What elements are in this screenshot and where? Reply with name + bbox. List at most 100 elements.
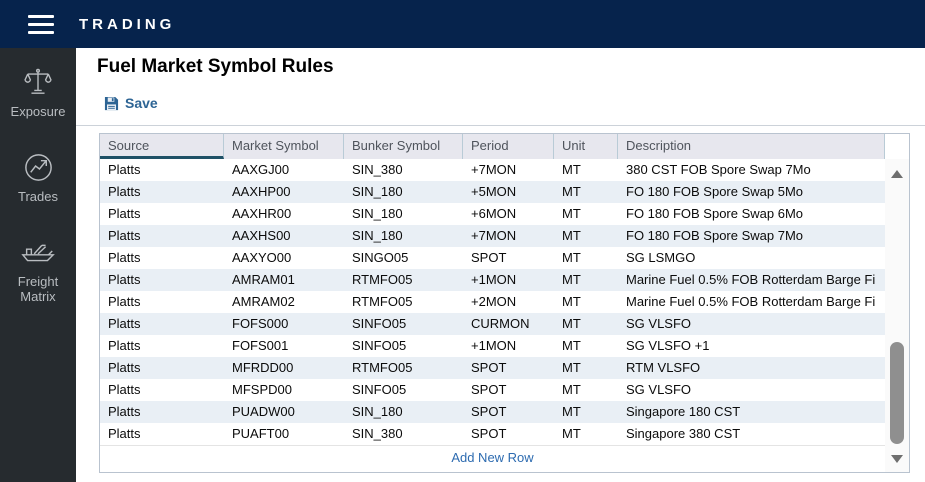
cell-unit[interactable]: MT (562, 228, 581, 243)
table-row[interactable]: Platts AAXGJ00 SIN_380 +7MON MT 380 CST FOB S… (100, 159, 885, 181)
cell-market-symbol[interactable]: PUADW00 (232, 404, 295, 419)
cell-period[interactable]: +5MON (471, 184, 517, 199)
cell-period[interactable]: +6MON (471, 206, 517, 221)
cell-market-symbol[interactable]: AAXYO00 (232, 250, 292, 265)
cell-market-symbol[interactable]: MFSPD00 (232, 382, 292, 397)
sidebar-item-freight-matrix[interactable]: Freight Matrix (0, 236, 76, 304)
table-row[interactable]: Platts AAXYO00 SINGO05 SPOT MT SG LSMGO (100, 247, 885, 269)
cell-period[interactable]: CURMON (471, 316, 530, 331)
sidebar-item-trades[interactable]: Trades (0, 151, 76, 204)
sidebar-item-exposure[interactable]: Exposure (0, 66, 76, 119)
cell-unit[interactable]: MT (562, 206, 581, 221)
cell-source[interactable]: Platts (108, 272, 141, 287)
cell-bunker-symbol[interactable]: SINFO05 (352, 338, 407, 353)
cell-bunker-symbol[interactable]: RTMFO05 (352, 294, 413, 309)
cell-description[interactable]: 380 CST FOB Spore Swap 7Mo (626, 162, 811, 177)
cell-unit[interactable]: MT (562, 382, 581, 397)
cell-bunker-symbol[interactable]: SIN_180 (352, 206, 403, 221)
cell-market-symbol[interactable]: PUAFT00 (232, 426, 290, 441)
column-header-source[interactable]: Source (100, 134, 224, 159)
cell-description[interactable]: Singapore 380 CST (626, 426, 741, 441)
cell-bunker-symbol[interactable]: SIN_380 (352, 162, 403, 177)
cell-period[interactable]: SPOT (471, 250, 507, 265)
cell-source[interactable]: Platts (108, 360, 141, 375)
cell-unit[interactable]: MT (562, 250, 581, 265)
column-header-market-symbol[interactable]: Market Symbol (224, 134, 344, 159)
cell-bunker-symbol[interactable]: SIN_180 (352, 228, 403, 243)
cell-market-symbol[interactable]: AAXHS00 (232, 228, 291, 243)
cell-market-symbol[interactable]: MFRDD00 (232, 360, 294, 375)
cell-unit[interactable]: MT (562, 184, 581, 199)
cell-period[interactable]: SPOT (471, 360, 507, 375)
save-button[interactable]: Save (104, 95, 158, 111)
cell-market-symbol[interactable]: AAXHP00 (232, 184, 291, 199)
table-row[interactable]: Platts AAXHS00 SIN_180 +7MON MT FO 180 FOB Sp… (100, 225, 885, 247)
cell-source[interactable]: Platts (108, 404, 141, 419)
column-header-description[interactable]: Description (618, 134, 885, 159)
cell-bunker-symbol[interactable]: RTMFO05 (352, 272, 413, 287)
cell-description[interactable]: RTM VLSFO (626, 360, 701, 375)
cell-description[interactable]: SG VLSFO (626, 382, 692, 397)
cell-market-symbol[interactable]: AMRAM02 (232, 294, 295, 309)
hamburger-menu-icon[interactable] (28, 14, 54, 34)
cell-unit[interactable]: MT (562, 338, 581, 353)
cell-description[interactable]: FO 180 FOB Spore Swap 5Mo (626, 184, 804, 199)
cell-source[interactable]: Platts (108, 382, 141, 397)
add-new-row-button[interactable]: Add New Row (100, 445, 885, 469)
table-row[interactable]: Platts FOFS001 SINFO05 +1MON MT SG VLSFO +1 (100, 335, 885, 357)
table-row[interactable]: Platts PUADW00 SIN_180 SPOT MT Singapore 180 … (100, 401, 885, 423)
table-row[interactable]: Platts PUAFT00 SIN_380 SPOT MT Singapore 380 … (100, 423, 885, 445)
table-row[interactable]: Platts FOFS000 SINFO05 CURMON MT SG VLSFO (100, 313, 885, 335)
cell-description[interactable]: FO 180 FOB Spore Swap 6Mo (626, 206, 804, 221)
cell-period[interactable]: +2MON (471, 294, 517, 309)
scroll-down-icon[interactable] (891, 455, 903, 463)
cell-source[interactable]: Platts (108, 250, 141, 265)
cell-description[interactable]: Singapore 180 CST (626, 404, 741, 419)
cell-bunker-symbol[interactable]: SIN_180 (352, 404, 403, 419)
scroll-up-icon[interactable] (891, 170, 903, 178)
cell-market-symbol[interactable]: FOFS000 (232, 316, 289, 331)
cell-period[interactable]: +1MON (471, 272, 517, 287)
cell-description[interactable]: FO 180 FOB Spore Swap 7Mo (626, 228, 804, 243)
cell-source[interactable]: Platts (108, 294, 141, 309)
table-row[interactable]: Platts AMRAM02 RTMFO05 +2MON MT Marine Fuel 0… (100, 291, 885, 313)
cell-source[interactable]: Platts (108, 184, 141, 199)
vertical-scrollbar[interactable] (885, 159, 909, 472)
cell-period[interactable]: SPOT (471, 404, 507, 419)
cell-unit[interactable]: MT (562, 294, 581, 309)
cell-source[interactable]: Platts (108, 162, 141, 177)
cell-description[interactable]: SG VLSFO (626, 316, 692, 331)
column-header-unit[interactable]: Unit (554, 134, 618, 159)
cell-period[interactable]: +7MON (471, 228, 517, 243)
table-row[interactable]: Platts MFRDD00 RTMFO05 SPOT MT RTM VLSFO (100, 357, 885, 379)
table-row[interactable]: Platts AMRAM01 RTMFO05 +1MON MT Marine Fuel 0… (100, 269, 885, 291)
cell-unit[interactable]: MT (562, 316, 581, 331)
cell-source[interactable]: Platts (108, 426, 141, 441)
table-row[interactable]: Platts MFSPD00 SINFO05 SPOT MT SG VLSFO (100, 379, 885, 401)
cell-source[interactable]: Platts (108, 228, 141, 243)
cell-bunker-symbol[interactable]: SIN_180 (352, 184, 403, 199)
cell-unit[interactable]: MT (562, 272, 581, 287)
cell-description[interactable]: SG LSMGO (626, 250, 696, 265)
column-header-bunker-symbol[interactable]: Bunker Symbol (344, 134, 463, 159)
table-row[interactable]: Platts AAXHR00 SIN_180 +6MON MT FO 180 FOB Sp… (100, 203, 885, 225)
cell-source[interactable]: Platts (108, 316, 141, 331)
cell-unit[interactable]: MT (562, 162, 581, 177)
cell-bunker-symbol[interactable]: SINFO05 (352, 382, 407, 397)
cell-period[interactable]: SPOT (471, 382, 507, 397)
column-header-period[interactable]: Period (463, 134, 554, 159)
cell-bunker-symbol[interactable]: SIN_380 (352, 426, 403, 441)
cell-unit[interactable]: MT (562, 360, 581, 375)
cell-period[interactable]: SPOT (471, 426, 507, 441)
cell-market-symbol[interactable]: AAXHR00 (232, 206, 292, 221)
cell-unit[interactable]: MT (562, 404, 581, 419)
cell-description[interactable]: Marine Fuel 0.5% FOB Rotterdam Barge Fi (626, 294, 876, 309)
cell-source[interactable]: Platts (108, 206, 141, 221)
cell-unit[interactable]: MT (562, 426, 581, 441)
table-row[interactable]: Platts AAXHP00 SIN_180 +5MON MT FO 180 FOB Sp… (100, 181, 885, 203)
cell-period[interactable]: +1MON (471, 338, 517, 353)
cell-bunker-symbol[interactable]: RTMFO05 (352, 360, 413, 375)
cell-market-symbol[interactable]: AMRAM01 (232, 272, 295, 287)
cell-source[interactable]: Platts (108, 338, 141, 353)
scrollbar-thumb[interactable] (890, 342, 904, 444)
